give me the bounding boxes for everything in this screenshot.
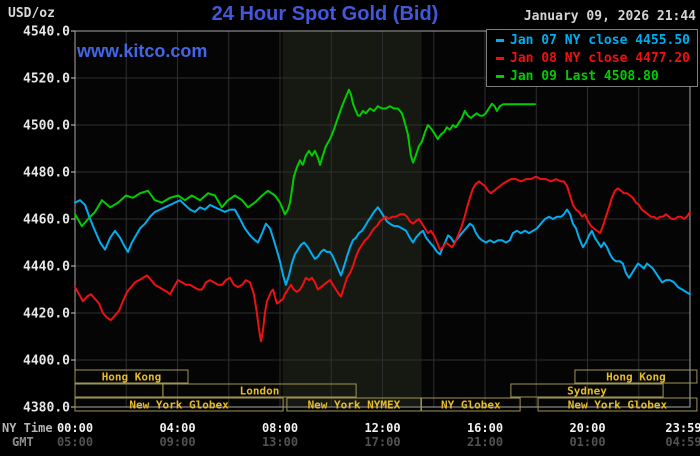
y-axis-units-label: USD/oz [8,6,55,21]
gmt-axis-label: GMT [12,435,34,449]
session-box [74,397,284,412]
legend-item-0: Jan 07 NY close 4455.50 [496,32,697,50]
legend-item-label: Jan 09 Last 4508.80 [510,69,659,84]
price-series-0 [74,199,691,296]
price-series-1 [74,175,691,343]
session-label: New York NYMEX [308,399,401,412]
ny-time-tick: 12:00 [364,421,400,435]
ny-time-tick: 20:00 [569,421,605,435]
session-label: New York Globex [129,399,229,412]
chart-title: 24 Hour Spot Gold (Bid) [211,3,439,25]
y-tick-label: 4380.0 [23,401,70,416]
gmt-tick: 21:00 [467,435,503,449]
legend-item-2: Jan 09 Last 4508.80 [496,68,697,86]
kitco-watermark-link[interactable]: www.kitco.com [77,41,208,61]
session-box [510,383,664,398]
legend-dash-icon [496,75,504,78]
legend-dash-icon [496,57,504,60]
session-label: NY Globex [441,399,501,412]
session-box [537,397,698,412]
legend-box: Jan 07 NY close 4455.50 Jan 08 NY close 4… [486,29,698,87]
ny-time-tick: 00:00 [57,421,93,435]
session-box [574,369,698,384]
gmt-tick: 05:00 [57,435,93,449]
ny-time-tick: 23:59 [665,421,700,435]
gmt-tick: 13:00 [262,435,298,449]
y-tick-label: 4500.0 [23,119,70,134]
session-label: New York Globex [568,399,668,412]
y-tick-label: 4540.0 [23,25,70,40]
legend-dash-icon [496,39,504,42]
session-label: Hong Kong [102,371,162,384]
y-tick-label: 4420.0 [23,307,70,322]
ny-time-tick: 16:00 [467,421,503,435]
gmt-tick: 01:00 [569,435,605,449]
y-tick-label: 4520.0 [23,72,70,87]
legend-item-1: Jan 08 NY close 4477.20 [496,50,697,68]
session-box [286,397,422,412]
gmt-tick: 04:59 [665,435,700,449]
ny-time-tick: 04:00 [159,421,195,435]
legend-item-label: Jan 08 NY close 4477.20 [510,51,691,66]
chart-timestamp: January 09, 2026 21:44 [523,9,696,24]
session-box [162,383,357,398]
ny-time-tick: 08:00 [262,421,298,435]
session-box [420,397,521,412]
session-label: London [240,385,280,398]
y-tick-label: 4460.0 [23,213,70,228]
session-label: Sydney [567,385,607,398]
legend-item-label: Jan 07 NY close 4455.50 [510,33,691,48]
y-tick-label: 4400.0 [23,354,70,369]
gmt-tick: 09:00 [159,435,195,449]
y-tick-label: 4480.0 [23,166,70,181]
ny-time-axis-label: NY Time [2,421,53,435]
gmt-tick: 17:00 [364,435,400,449]
session-box [74,369,189,384]
y-tick-label: 4440.0 [23,260,70,275]
price-series-2 [74,88,536,228]
session-label: Hong Kong [606,371,666,384]
